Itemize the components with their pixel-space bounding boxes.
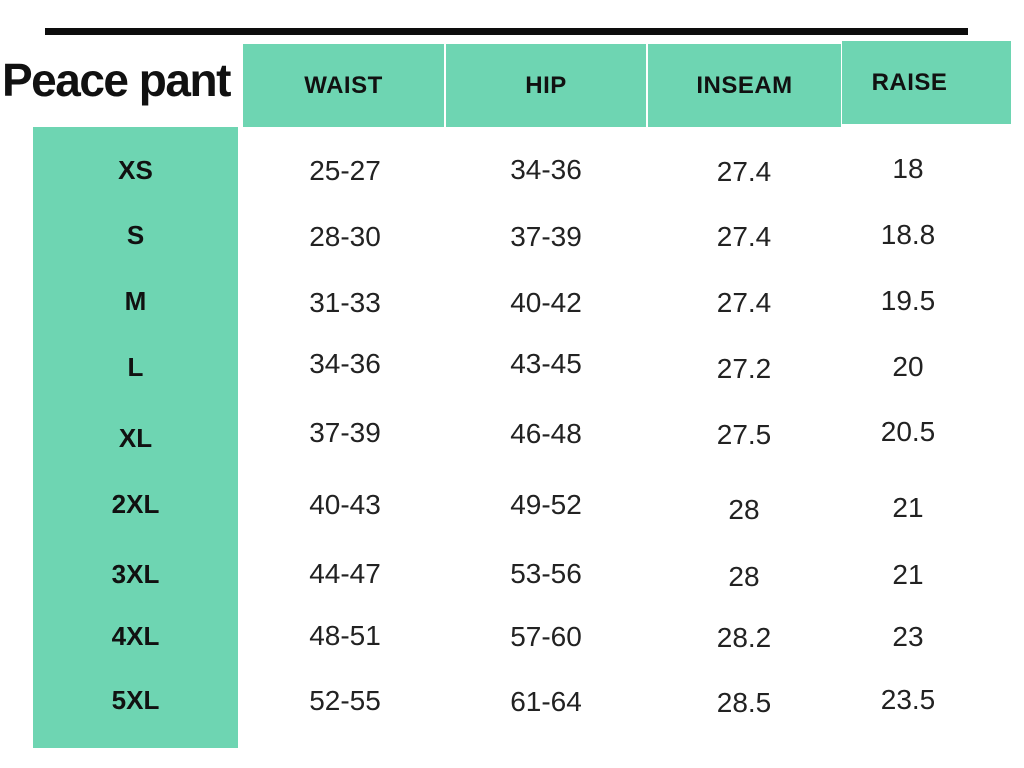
cell-hip-2xl: 49-52 <box>510 489 582 520</box>
cell-inseam-2xl: 28 <box>728 494 760 525</box>
cell-hip-xs: 34-36 <box>510 154 582 185</box>
cell-raise-s: 18.8 <box>880 219 936 250</box>
header-label-raise: RAISE <box>871 68 948 96</box>
header-cell-hip: HIP <box>446 44 646 127</box>
cell-waist-5xl: 52-55 <box>309 685 381 716</box>
cell-inseam-4xl: 28.2 <box>716 622 772 653</box>
cell-inseam-l: 27.2 <box>716 353 772 384</box>
header-label-waist: WAIST <box>304 71 383 99</box>
cell-raise-xl: 20.5 <box>880 416 936 447</box>
cell-hip-3xl: 53-56 <box>510 558 582 589</box>
header-cell-waist: WAIST <box>243 44 444 127</box>
cell-waist-xl: 37-39 <box>309 417 381 448</box>
page-title: Peace pant <box>2 54 231 106</box>
size-label-4xl: 4XL <box>111 621 160 651</box>
cell-inseam-3xl: 28 <box>728 561 760 592</box>
cell-waist-3xl: 44-47 <box>309 558 381 589</box>
cell-waist-s: 28-30 <box>309 221 381 252</box>
header-label-inseam: INSEAM <box>696 71 793 99</box>
title-rule <box>45 28 968 35</box>
header-cell-inseam: INSEAM <box>648 44 841 127</box>
cell-hip-m: 40-42 <box>510 287 582 318</box>
cell-inseam-5xl: 28.5 <box>716 687 772 718</box>
cell-raise-3xl: 21 <box>892 559 924 590</box>
size-label-xl: XL <box>118 423 153 453</box>
header-cell-raise: RAISE <box>842 41 1011 124</box>
cell-waist-m: 31-33 <box>309 287 381 318</box>
size-label-m: M <box>124 286 147 316</box>
size-label-l: L <box>127 352 144 382</box>
cell-raise-5xl: 23.5 <box>880 684 936 715</box>
cell-raise-2xl: 21 <box>892 492 924 523</box>
cell-raise-xs: 18 <box>892 153 924 184</box>
cell-hip-4xl: 57-60 <box>510 621 582 652</box>
cell-raise-l: 20 <box>892 351 924 382</box>
cell-waist-l: 34-36 <box>309 348 381 379</box>
size-label-5xl: 5XL <box>111 685 160 715</box>
cell-inseam-m: 27.4 <box>716 287 772 318</box>
cell-waist-2xl: 40-43 <box>309 489 381 520</box>
cell-hip-l: 43-45 <box>510 348 582 379</box>
cell-inseam-xs: 27.4 <box>716 156 772 187</box>
header-label-hip: HIP <box>525 71 567 99</box>
cell-raise-m: 19.5 <box>880 285 936 316</box>
cell-waist-4xl: 48-51 <box>309 620 381 651</box>
size-label-2xl: 2XL <box>111 489 160 519</box>
cell-inseam-xl: 27.5 <box>716 419 772 450</box>
cell-hip-s: 37-39 <box>510 221 582 252</box>
cell-hip-5xl: 61-64 <box>510 686 582 717</box>
cell-raise-4xl: 23 <box>892 621 924 652</box>
cell-hip-xl: 46-48 <box>510 418 582 449</box>
size-label-3xl: 3XL <box>111 559 160 589</box>
size-label-s: S <box>126 220 145 250</box>
cell-inseam-s: 27.4 <box>716 221 772 252</box>
size-label-xs: XS <box>118 155 153 185</box>
cell-waist-xs: 25-27 <box>309 155 381 186</box>
size-column-background <box>33 127 238 748</box>
